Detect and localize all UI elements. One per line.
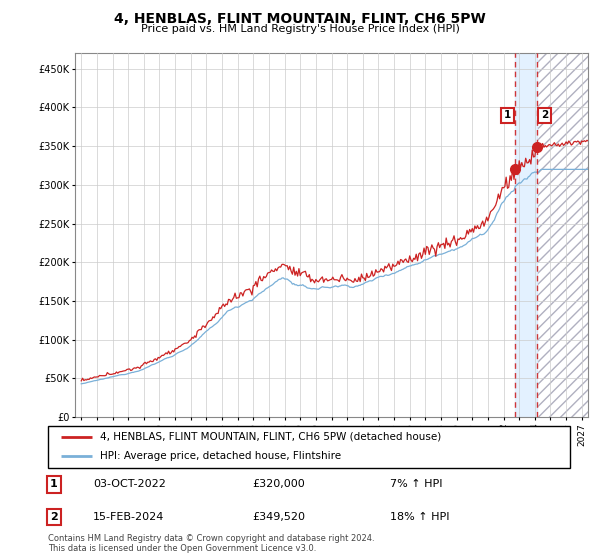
Text: £320,000: £320,000 — [252, 479, 305, 489]
Text: 7% ↑ HPI: 7% ↑ HPI — [390, 479, 443, 489]
FancyBboxPatch shape — [48, 426, 570, 468]
Bar — [515, 53, 536, 417]
Bar — [536, 53, 598, 417]
Text: 15-FEB-2024: 15-FEB-2024 — [93, 512, 164, 522]
Text: 2: 2 — [50, 512, 58, 522]
Text: 03-OCT-2022: 03-OCT-2022 — [93, 479, 166, 489]
Text: Contains HM Land Registry data © Crown copyright and database right 2024.
This d: Contains HM Land Registry data © Crown c… — [48, 534, 374, 553]
Text: 4, HENBLAS, FLINT MOUNTAIN, FLINT, CH6 5PW: 4, HENBLAS, FLINT MOUNTAIN, FLINT, CH6 5… — [114, 12, 486, 26]
Text: 4, HENBLAS, FLINT MOUNTAIN, FLINT, CH6 5PW (detached house): 4, HENBLAS, FLINT MOUNTAIN, FLINT, CH6 5… — [100, 432, 442, 442]
Text: 2: 2 — [541, 110, 548, 120]
Text: HPI: Average price, detached house, Flintshire: HPI: Average price, detached house, Flin… — [100, 451, 341, 461]
Text: £349,520: £349,520 — [252, 512, 305, 522]
Text: 18% ↑ HPI: 18% ↑ HPI — [390, 512, 449, 522]
Bar — [536, 53, 598, 417]
Text: 1: 1 — [50, 479, 58, 489]
Text: Price paid vs. HM Land Registry's House Price Index (HPI): Price paid vs. HM Land Registry's House … — [140, 24, 460, 34]
Text: 1: 1 — [504, 110, 511, 120]
